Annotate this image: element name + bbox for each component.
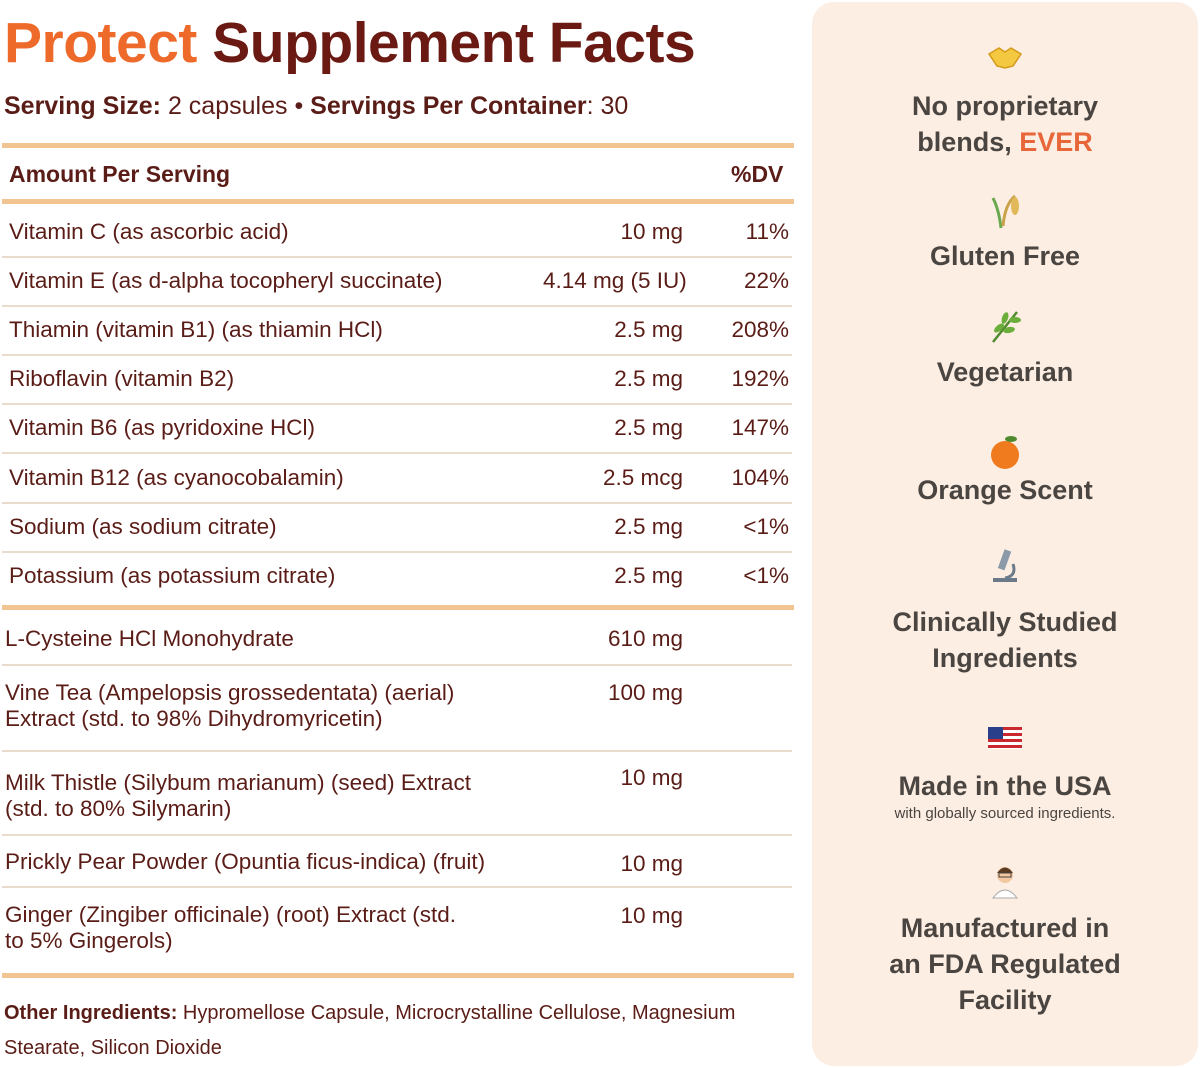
ingredient-amount: 610 mg: [607, 626, 683, 651]
nutrient-dv: 147%: [731, 415, 789, 440]
herb-icon: [985, 306, 1025, 346]
nutrient-amount: 2.5 mcg: [602, 465, 683, 490]
ingredient-name: L-Cysteine HCl Monohydrate: [5, 626, 294, 651]
nutrient-dv: 22%: [743, 268, 789, 293]
ingredient-name: Vine Tea (Ampelopsis grossedentata) (aer…: [5, 680, 455, 731]
nutrient-amount: 10 mg: [620, 219, 683, 244]
row-divider: [2, 452, 792, 454]
feature-label: Gluten Free: [929, 241, 1081, 271]
nutrient-amount: 2.5 mg: [614, 514, 683, 539]
nutrient-name: Vitamin B6 (as pyridoxine HCl): [9, 415, 315, 440]
divider: [2, 605, 794, 610]
nutrient-name: Vitamin B12 (as cyanocobalamin): [9, 465, 344, 490]
nutrient-dv: 11%: [745, 219, 789, 244]
nutrient-amount: 2.5 mg: [614, 317, 683, 342]
nutrient-dv: <1%: [743, 563, 789, 588]
ingredient-amount: 10 mg: [620, 851, 683, 876]
nutrient-amount: 2.5 mg: [614, 563, 683, 588]
row-divider: [2, 664, 792, 666]
page-title: Protect Supplement Facts: [4, 11, 696, 75]
nutrient-name: Thiamin (vitamin B1) (as thiamin HCl): [9, 317, 383, 342]
nutrient-dv: 192%: [731, 366, 789, 391]
header-dv: %DV: [731, 161, 784, 187]
ingredient-name: Milk Thistle (Silybum marianum) (seed) E…: [5, 770, 471, 821]
us-flag-icon: [985, 718, 1025, 758]
nutrient-name: Potassium (as potassium citrate): [9, 563, 336, 588]
scientist-icon: [985, 860, 1025, 900]
nutrient-name: Vitamin C (as ascorbic acid): [9, 219, 289, 244]
feature-label: Orange Scent: [917, 475, 1093, 505]
divider: [2, 199, 794, 204]
row-divider: [2, 551, 792, 553]
rice-stalk-icon: [985, 190, 1025, 230]
feature-label: Vegetarian: [936, 357, 1074, 387]
features-panel: No proprietary blends, EVER Gluten Free V…: [812, 2, 1198, 1066]
nutrient-name: Riboflavin (vitamin B2): [9, 366, 235, 391]
ingredient-amount: 10 mg: [620, 765, 683, 790]
other-ingredients: Other Ingredients: Hypromellose Capsule,…: [4, 1002, 736, 1059]
nutrient-amount: 2.5 mg: [614, 415, 683, 440]
feature-label: Clinically Studied Ingredients: [892, 607, 1118, 673]
nutrient-dv: 208%: [731, 317, 789, 342]
handshake-icon: [985, 38, 1025, 78]
divider: [2, 973, 794, 978]
row-divider: [2, 886, 792, 888]
nutrient-name: Sodium (as sodium citrate): [9, 514, 277, 539]
row-divider: [2, 305, 792, 307]
row-divider: [2, 403, 792, 405]
microscope-icon: [985, 546, 1025, 586]
row-divider: [2, 750, 792, 752]
ingredient-name: Prickly Pear Powder (Opuntia ficus-indic…: [5, 849, 486, 874]
row-divider: [2, 834, 792, 836]
nutrient-amount: 2.5 mg: [614, 366, 683, 391]
orange-icon: [985, 432, 1025, 472]
feature-label: Manufactured in an FDA Regulated Facility: [889, 913, 1121, 1015]
divider: [2, 143, 794, 148]
nutrient-name: Vitamin E (as d-alpha tocopheryl succina…: [9, 268, 443, 293]
ingredient-amount: 10 mg: [620, 903, 683, 928]
nutrient-amount: 4.14 mg (5 IU): [543, 268, 687, 293]
row-divider: [2, 502, 792, 504]
nutrient-dv: <1%: [743, 514, 789, 539]
feature-label: No proprietary blends, EVER: [911, 91, 1099, 157]
serving-info: Serving Size: 2 capsules • Servings Per …: [4, 92, 629, 120]
feature-label: Made in the USA with globally sourced ing…: [894, 771, 1116, 822]
nutrient-dv: 104%: [731, 465, 789, 490]
ingredient-amount: 100 mg: [607, 680, 683, 705]
row-divider: [2, 256, 792, 258]
ingredient-name: Ginger (Zingiber officinale) (root) Extr…: [5, 902, 456, 953]
header-amount: Amount Per Serving: [9, 161, 231, 187]
row-divider: [2, 354, 792, 356]
